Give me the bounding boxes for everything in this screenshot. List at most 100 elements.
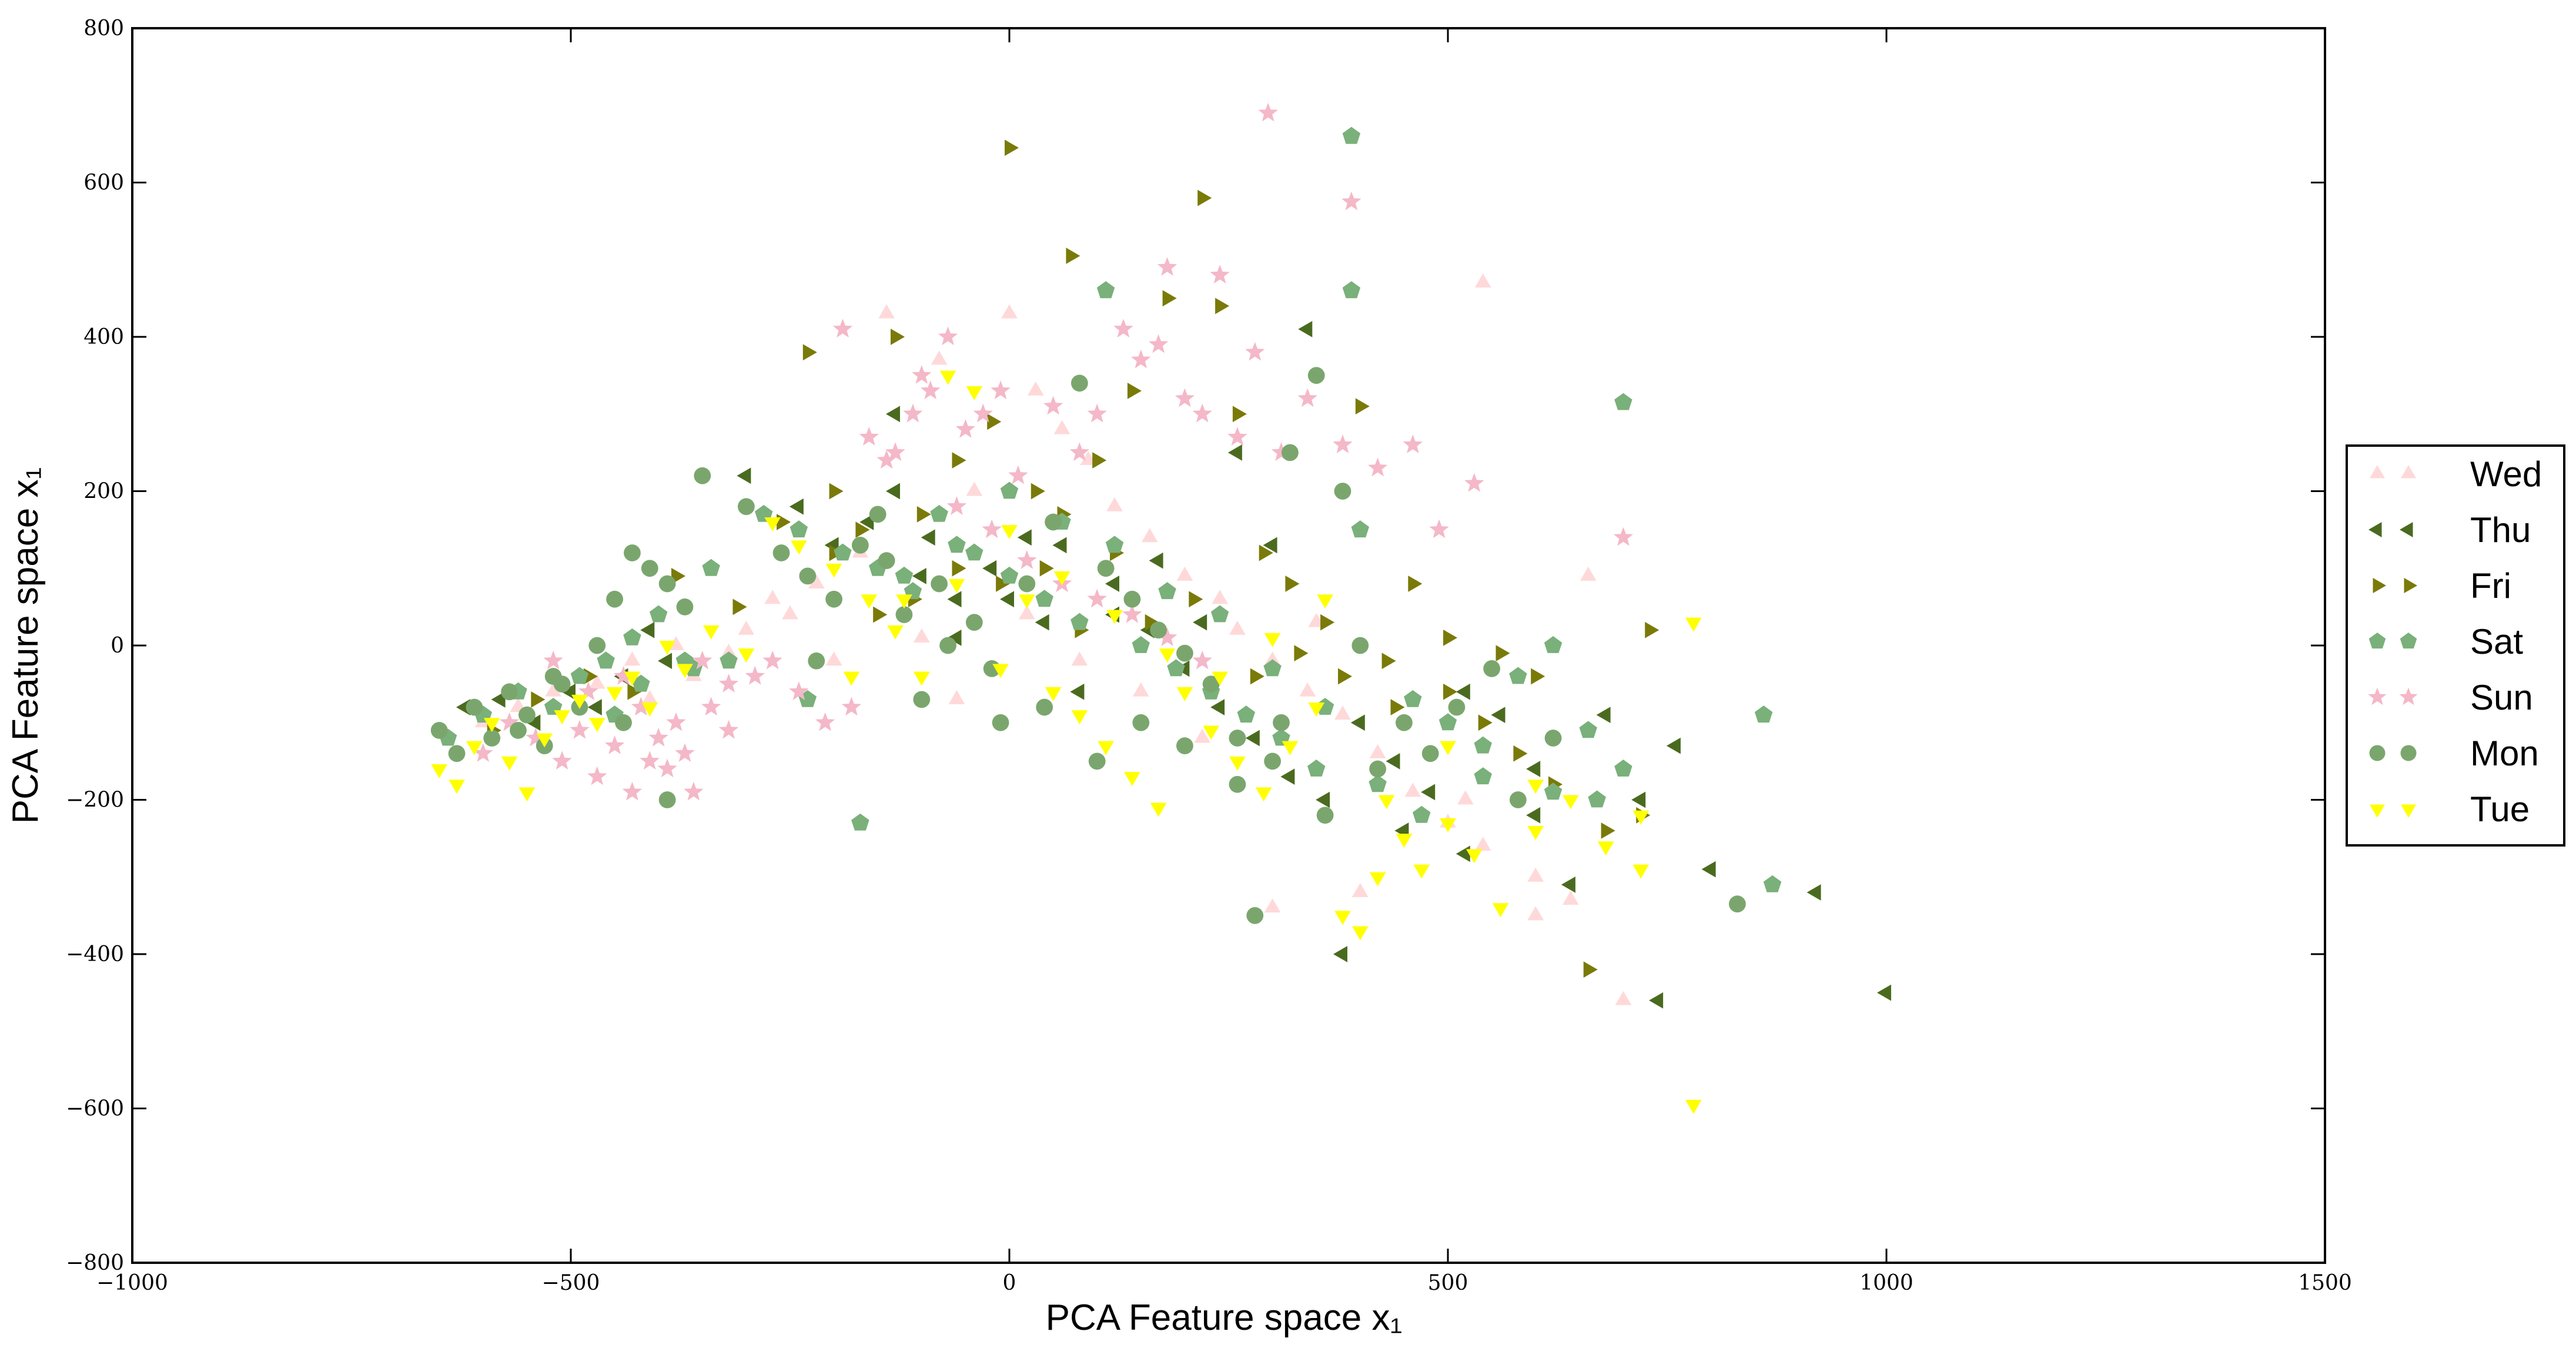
point-sat — [702, 558, 720, 576]
legend-marker-sun — [2368, 687, 2387, 705]
point-thu — [1105, 576, 1119, 592]
legend-marker-tue — [2401, 804, 2416, 818]
point-tue — [1440, 741, 1456, 755]
legend-label-tue: Tue — [2470, 790, 2530, 829]
point-sun — [762, 650, 782, 670]
point-sat — [1132, 636, 1150, 653]
point-wed — [1527, 906, 1544, 921]
legend-label-sun: Sun — [2470, 678, 2533, 717]
point-wed — [720, 644, 737, 658]
point-wed — [1299, 682, 1316, 697]
point-fri — [531, 691, 546, 708]
point-sun — [973, 403, 993, 423]
point-sat — [1438, 713, 1457, 731]
point-sat — [1000, 566, 1019, 584]
point-wed — [1527, 867, 1544, 882]
y-tick-label: 800 — [83, 16, 124, 41]
point-sun — [701, 697, 721, 716]
point-tue — [501, 756, 518, 771]
point-fri — [873, 606, 888, 623]
point-sun — [1403, 434, 1423, 453]
point-fri — [1215, 297, 1230, 315]
point-fri — [1645, 621, 1660, 638]
point-wed — [1563, 891, 1579, 905]
point-thu — [1386, 753, 1400, 770]
point-mon — [1282, 444, 1299, 461]
y-tick-label: 400 — [83, 325, 124, 349]
point-tue — [483, 718, 500, 732]
point-tue — [536, 733, 553, 748]
point-mon — [1176, 644, 1193, 662]
point-mon — [1509, 791, 1527, 808]
point-sat — [1342, 126, 1361, 144]
point-thu — [456, 699, 470, 715]
point-sat — [1158, 582, 1176, 600]
point-sat — [570, 667, 589, 684]
point-fri — [732, 598, 747, 616]
point-sun — [745, 665, 765, 685]
point-mon — [1396, 714, 1413, 731]
point-thu — [1456, 845, 1470, 862]
point-fri — [1189, 591, 1203, 608]
x-tick-label: −500 — [542, 1271, 600, 1295]
point-mon — [913, 691, 931, 708]
legend-marker-thu — [2400, 522, 2413, 537]
point-thu — [886, 406, 900, 423]
point-sat — [1544, 782, 1563, 800]
point-sun — [657, 758, 677, 778]
point-tue — [1255, 787, 1272, 802]
legend-label-thu: Thu — [2470, 510, 2531, 550]
point-wed — [948, 690, 965, 704]
point-wed — [808, 574, 825, 588]
point-mon — [1483, 660, 1501, 677]
point-sun — [631, 697, 651, 716]
legend-marker-wed — [2370, 465, 2385, 479]
legend-marker-mon — [2369, 745, 2386, 761]
point-tue — [1045, 687, 1062, 701]
point-tue — [1466, 849, 1483, 864]
point-sun — [991, 380, 1011, 400]
point-sun — [1227, 427, 1247, 446]
point-tue — [624, 671, 641, 686]
point-tue — [1685, 617, 1702, 632]
point-sat — [597, 651, 615, 669]
point-thu — [912, 568, 926, 584]
point-tue — [825, 563, 842, 578]
point-tue — [887, 625, 904, 640]
point-thu — [1561, 877, 1575, 893]
legend-marker-fri — [2404, 578, 2417, 593]
point-fri — [1285, 576, 1300, 592]
point-mon — [624, 544, 641, 561]
y-tick-label: −600 — [66, 1097, 124, 1121]
point-sun — [570, 720, 590, 739]
point-tue — [677, 664, 693, 678]
point-sat — [1105, 536, 1124, 553]
point-fri — [1127, 383, 1142, 399]
point-tue — [1150, 802, 1167, 817]
point-tue — [1203, 725, 1219, 740]
point-tue — [588, 718, 605, 732]
point-tue — [1098, 741, 1114, 755]
point-tue — [431, 764, 448, 778]
point-sun — [832, 319, 853, 338]
point-sat — [623, 628, 641, 645]
point-mon — [606, 590, 623, 608]
point-sat — [1167, 659, 1185, 677]
point-tue — [861, 594, 878, 609]
point-sun — [666, 712, 686, 731]
point-fri — [1408, 576, 1423, 592]
point-sun — [1613, 527, 1634, 546]
point-fri — [987, 413, 1002, 430]
point-tue — [659, 641, 675, 655]
point-mon — [895, 606, 913, 623]
point-fri — [1092, 452, 1107, 469]
point-mon — [1070, 374, 1088, 392]
point-tue — [449, 780, 465, 794]
point-thu — [921, 529, 935, 546]
point-mon — [772, 544, 790, 561]
point-sat — [965, 543, 983, 561]
point-mon — [448, 745, 466, 762]
legend-marker-tue — [2370, 804, 2385, 818]
point-tue — [1019, 594, 1035, 609]
point-fri — [1601, 822, 1615, 839]
